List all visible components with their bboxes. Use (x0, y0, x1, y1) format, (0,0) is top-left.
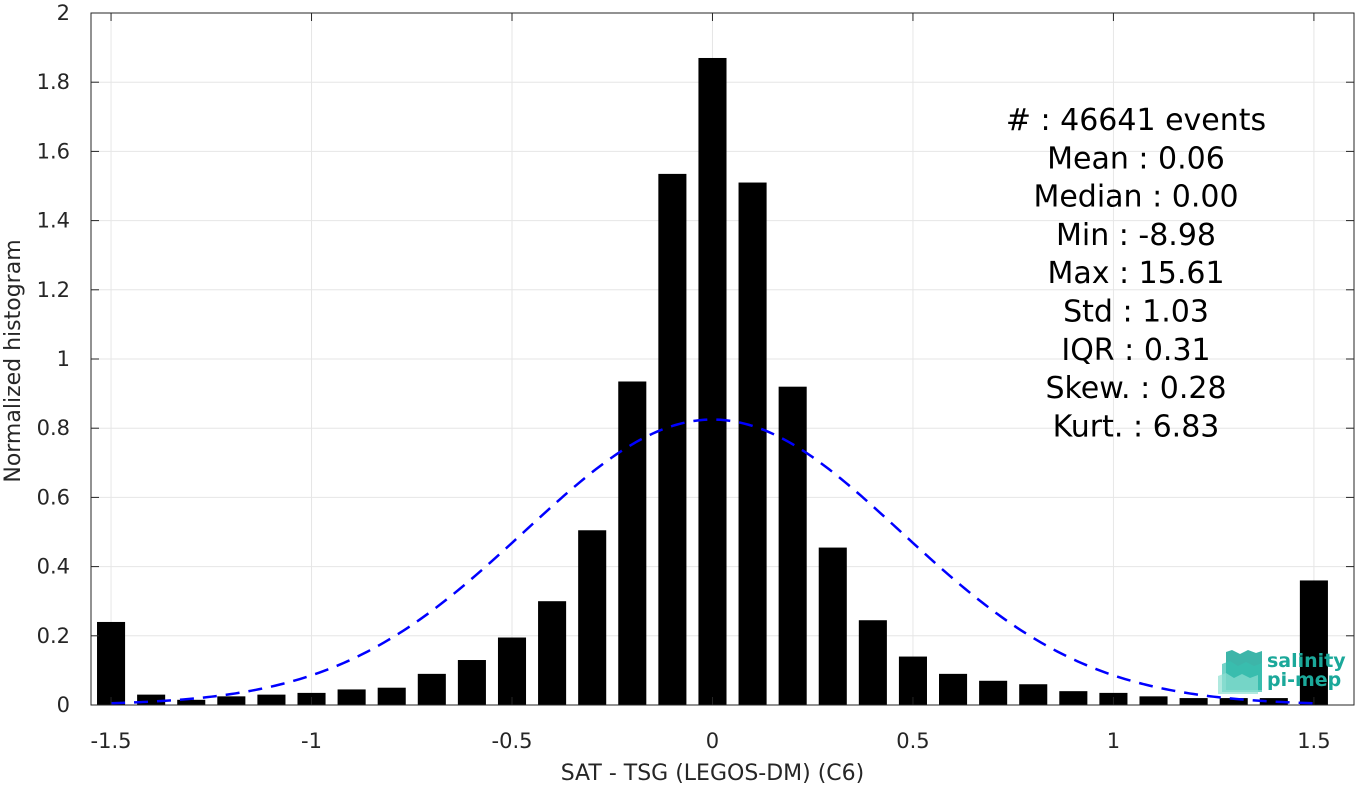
histogram-bar (1299, 580, 1328, 705)
histogram-bar (778, 386, 807, 705)
histogram-bar (1059, 691, 1088, 705)
y-tick-label: 0.6 (37, 485, 70, 509)
histogram-bar (457, 660, 486, 705)
histogram-bar (137, 694, 166, 705)
statistics-line: Skew. : 0.28 (1045, 371, 1226, 406)
statistics-line: Mean : 0.06 (1047, 141, 1225, 176)
histogram-bar (337, 689, 366, 705)
histogram-bar (497, 637, 527, 705)
x-tick-label: 0.5 (896, 729, 929, 753)
y-tick-label: 1.8 (37, 70, 70, 94)
logo-text-pi-mep: pi-mep (1267, 669, 1341, 691)
histogram-bar (898, 656, 927, 705)
histogram-bar (217, 696, 246, 705)
histogram-bar (818, 547, 847, 705)
y-axis-title: Normalized histogram (1, 239, 26, 482)
histogram-bar (618, 381, 647, 705)
y-tick-label: 1.6 (37, 139, 70, 163)
histogram-bar (257, 694, 286, 705)
statistics-line: Median : 0.00 (1033, 180, 1238, 215)
x-tick-label: -1 (301, 729, 322, 753)
histogram-bar (1019, 684, 1048, 705)
statistics-line: Kurt. : 6.83 (1053, 409, 1220, 444)
x-tick-label: -0.5 (492, 729, 533, 753)
y-tick-label: 0.4 (37, 555, 70, 579)
histogram-bar (417, 673, 446, 705)
y-tick-label: 0.8 (37, 416, 70, 440)
histogram-bar (1259, 698, 1288, 705)
x-tick-label: 0 (706, 729, 719, 753)
histogram-bar (1219, 698, 1248, 705)
histogram-bar (658, 173, 687, 705)
axis-ticks (91, 12, 1354, 706)
y-tick-label: 0.2 (37, 624, 70, 648)
histogram-bar (538, 601, 567, 705)
x-tick-label: 1 (1107, 729, 1120, 753)
logo-text-salinity: salinity (1267, 650, 1346, 672)
statistics-line: IQR : 0.31 (1061, 333, 1210, 368)
x-tick-labels: -1.5 -1 -0.5 0 0.5 1 1.5 (91, 729, 1331, 753)
statistics-line: Std : 1.03 (1063, 295, 1209, 330)
y-tick-label: 1 (57, 347, 70, 371)
histogram-bar (939, 673, 968, 705)
y-tick-label: 1.2 (37, 278, 70, 302)
x-axis-title: SAT - TSG (LEGOS-DM) (C6) (561, 761, 865, 785)
y-tick-labels: 0 0.2 0.4 0.6 0.8 1 1.2 1.4 1.6 1.8 2 (37, 1, 70, 717)
salinity-pi-mep-logo: salinity pi-mep (1218, 650, 1346, 694)
histogram-bar (738, 182, 767, 706)
histogram-bar (979, 680, 1008, 705)
histogram-bar (1179, 698, 1208, 705)
x-tick-label: -1.5 (91, 729, 132, 753)
histogram-bar (1139, 696, 1168, 705)
statistics-line: # : 46641 events (1006, 103, 1266, 138)
histogram-bar (578, 530, 607, 705)
histogram-bar (858, 620, 887, 705)
y-tick-label: 0 (57, 693, 70, 717)
bars (97, 57, 1328, 706)
x-tick-label: 1.5 (1297, 729, 1330, 753)
y-tick-label: 2 (57, 1, 70, 25)
histogram-bar (177, 699, 206, 705)
logo-waves-icon (1218, 650, 1262, 694)
statistics-line: Max : 15.61 (1047, 256, 1224, 291)
statistics-line: Min : -8.98 (1056, 218, 1216, 253)
histogram-bar (377, 687, 406, 705)
y-tick-label: 1.4 (37, 209, 70, 233)
histogram-bar (97, 621, 126, 705)
histogram-bar (698, 57, 727, 706)
